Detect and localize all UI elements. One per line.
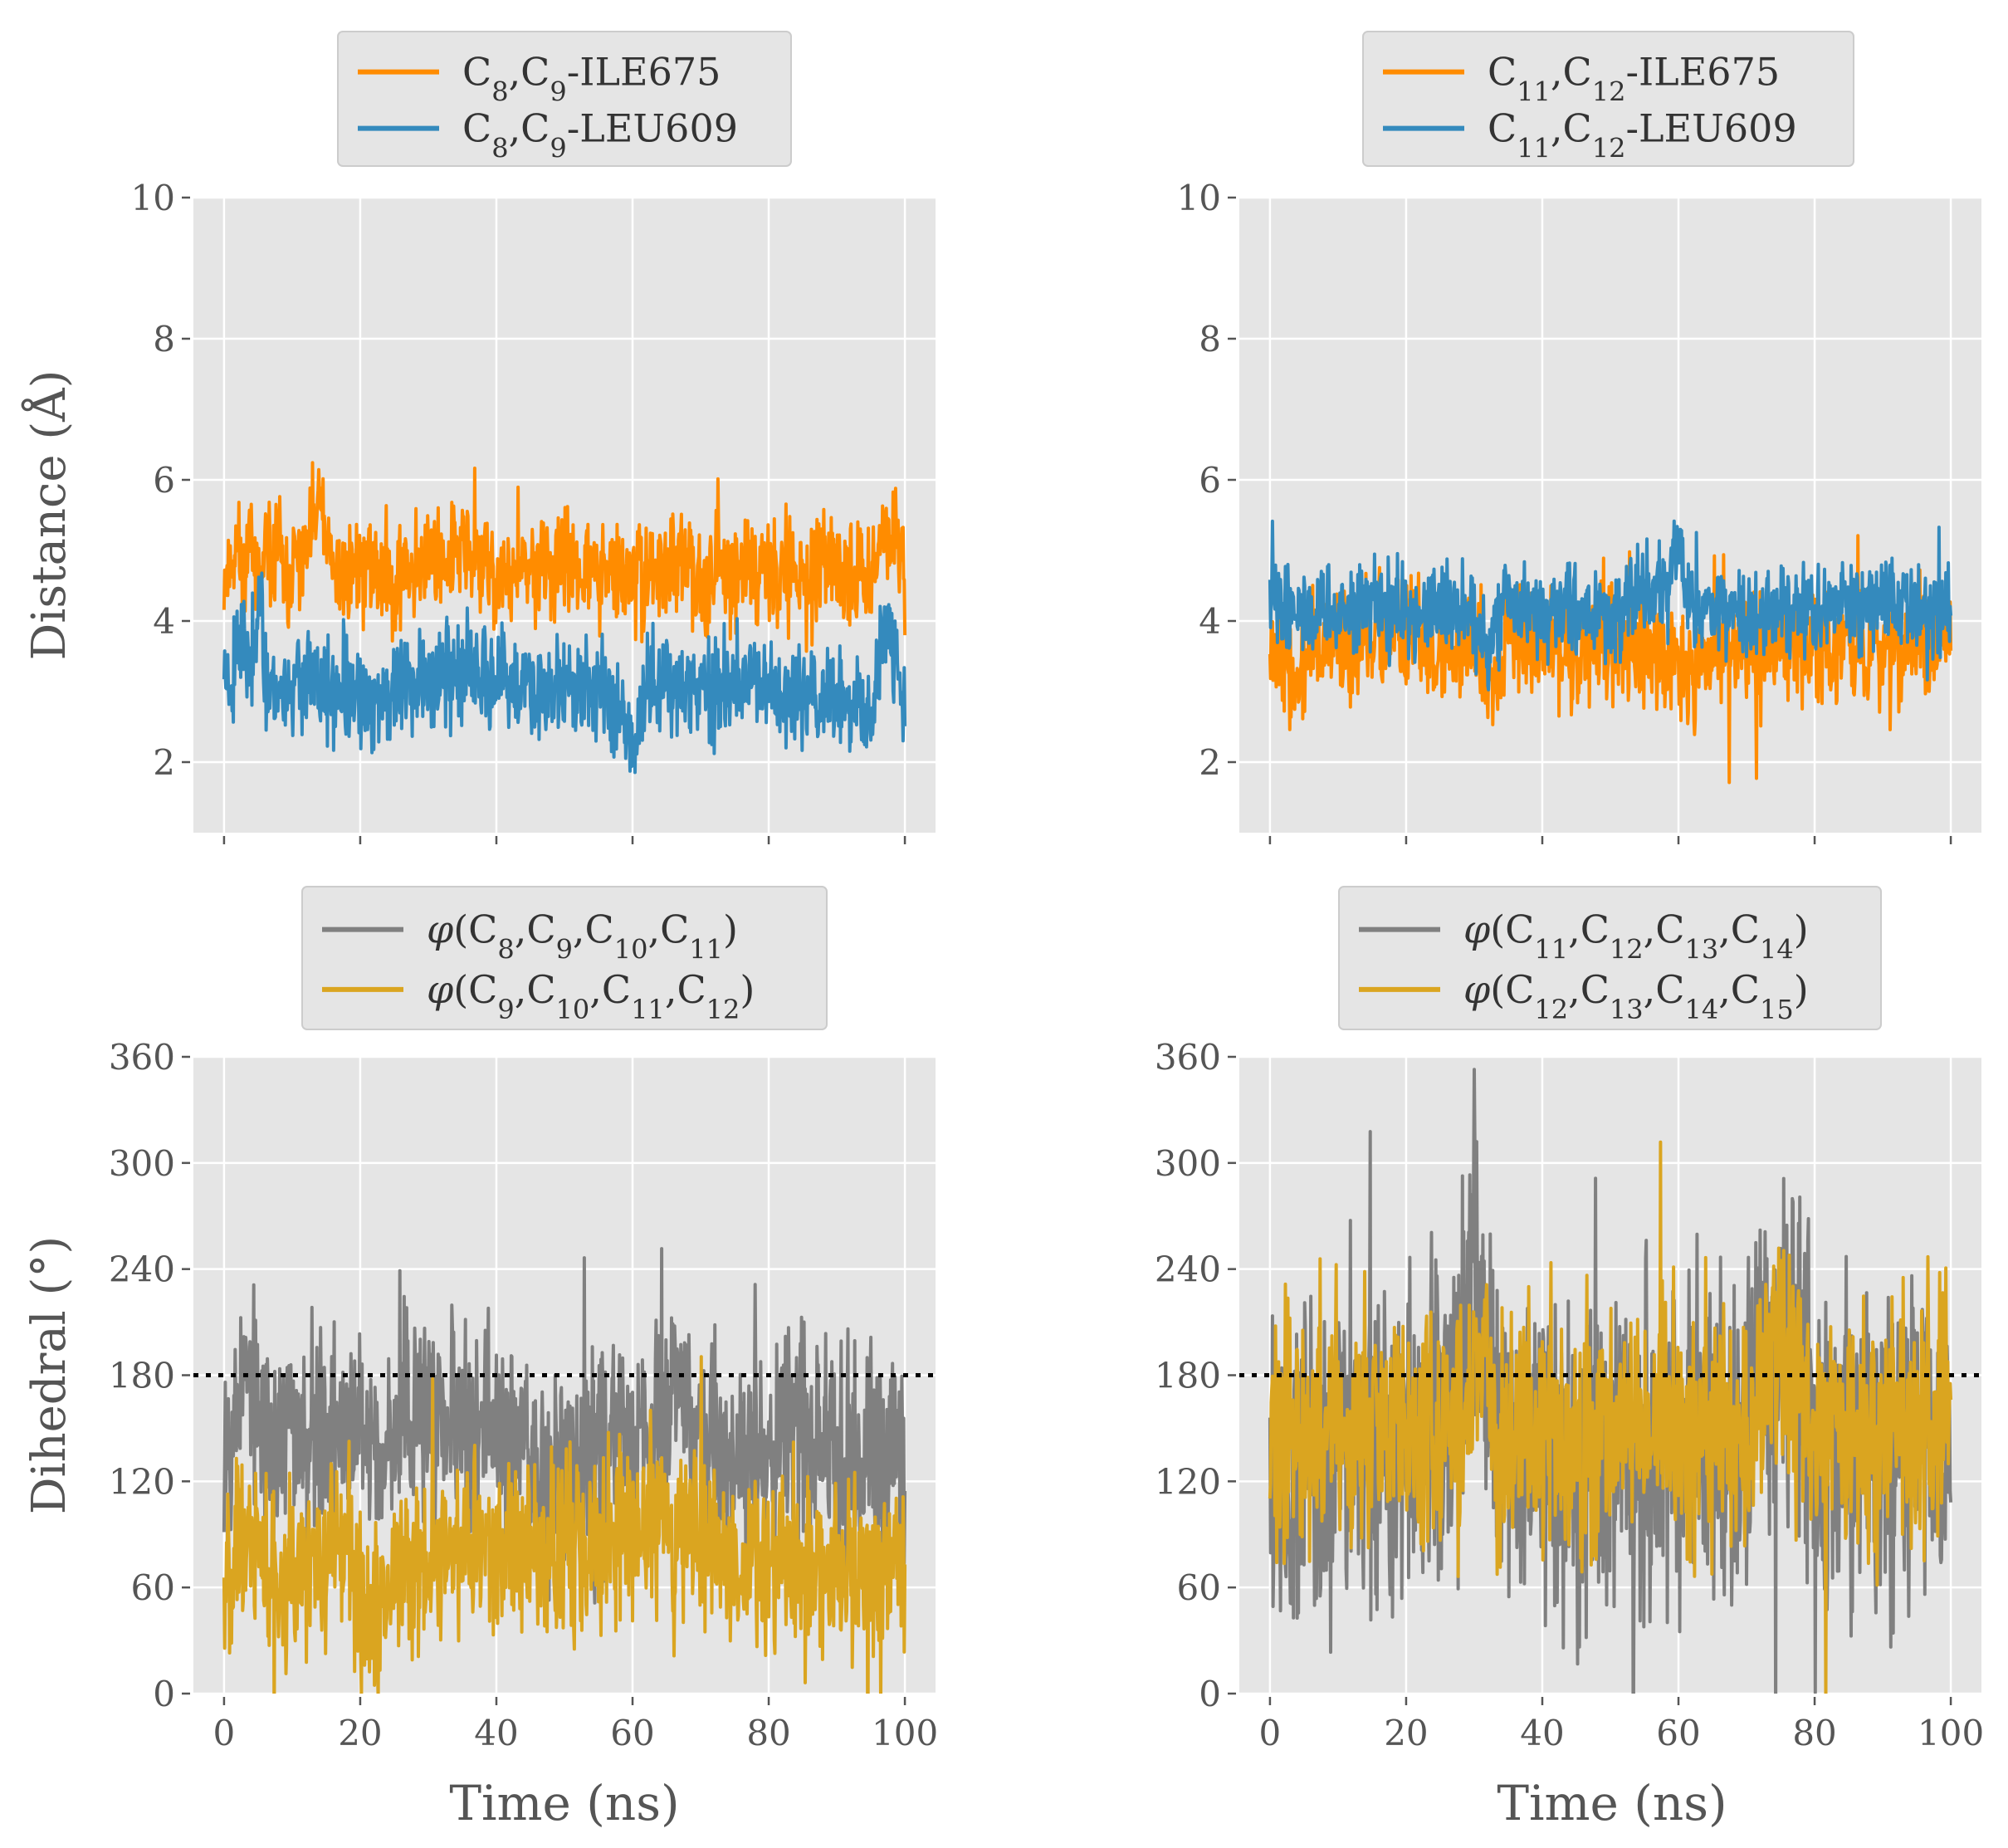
y-tick-label: 180 (1155, 1356, 1221, 1396)
legend-box (1338, 886, 1882, 1030)
y-tick-label: 240 (109, 1249, 175, 1290)
y-tick-label: 60 (131, 1567, 175, 1608)
legend-box (337, 31, 792, 167)
y-tick-label: 240 (1155, 1249, 1221, 1290)
y-tick-label: 120 (109, 1461, 175, 1502)
y-tick-label: 4 (153, 601, 175, 642)
legend-label: φ(C8,C9,C10,C11) (427, 907, 738, 966)
legend-label: C8,C9-LEU609 (462, 106, 738, 164)
y-axis-label: Distance (Å) (21, 370, 76, 661)
y-axis-label: Dihedral (°) (22, 1236, 76, 1514)
x-axis-label-right: Time (ns) (1497, 1775, 1727, 1831)
x-axis-label-left: Time (ns) (449, 1775, 679, 1831)
y-tick-label: 8 (1199, 319, 1221, 359)
x-tick-label: 40 (1520, 1713, 1564, 1753)
legend-label: C11,C12-LEU609 (1488, 106, 1797, 164)
y-tick-label: 0 (153, 1674, 175, 1714)
legend-box (1362, 31, 1854, 167)
panel-p4: 0 60 120 180 240 300 360 0 20 40 60 80 100 φ(C11,C12,… (1155, 886, 1984, 1753)
y-tick-label: 2 (1199, 742, 1221, 783)
x-tick-label: 100 (1918, 1713, 1984, 1753)
panel-p3: 0 60 120 180 240 300 360 0 20 40 60 80 100 Dihedral (… (22, 886, 938, 1753)
x-tick-label: 60 (610, 1713, 654, 1753)
y-tick-label: 300 (1155, 1143, 1221, 1184)
x-tick-label: 0 (213, 1713, 236, 1753)
series-line-p1-2 (222, 571, 907, 775)
y-tick-label: 8 (153, 319, 175, 359)
legend-p4: φ(C11,C12,C13,C14)φ(C12,C13,C14,C15) (1338, 886, 1882, 1030)
x-tick-label: 80 (1792, 1713, 1836, 1753)
x-tick-label: 0 (1259, 1713, 1282, 1753)
panel-p1: 2 4 6 8 10 Distance (Å) C8,C9-ILE675C8,C9-LEU6… (21, 31, 936, 844)
legend-label: φ(C9,C10,C11,C12) (427, 967, 755, 1025)
x-tick-label: 60 (1656, 1713, 1700, 1753)
x-tick-label: 40 (474, 1713, 518, 1753)
y-tick-label: 180 (109, 1356, 175, 1396)
y-tick-label: 4 (1199, 601, 1221, 642)
series-line-p2-2 (1268, 519, 1953, 692)
series-line-p3-2 (222, 1355, 907, 1694)
y-tick-label: 6 (153, 460, 175, 501)
y-tick-label: 360 (1155, 1037, 1221, 1078)
y-tick-label: 2 (153, 742, 175, 783)
y-tick-label: 300 (109, 1143, 175, 1184)
y-tick-label: 0 (1199, 1674, 1221, 1714)
y-tick-label: 60 (1177, 1567, 1221, 1608)
y-tick-label: 360 (109, 1037, 175, 1078)
y-tick-label: 6 (1199, 460, 1221, 501)
x-tick-label: 80 (746, 1713, 790, 1753)
legend-p3: φ(C8,C9,C10,C11)φ(C9,C10,C11,C12) (301, 886, 828, 1030)
series-line-p1-1 (222, 461, 907, 653)
legend-label: C11,C12-ILE675 (1488, 50, 1780, 108)
x-tick-label: 100 (872, 1713, 938, 1753)
series-line-p4-2 (1268, 1140, 1953, 1694)
legend-label: φ(C11,C12,C13,C14) (1463, 907, 1809, 966)
y-tick-label: 10 (1177, 178, 1221, 218)
x-tick-label: 20 (338, 1713, 382, 1753)
legend-label: C8,C9-ILE675 (462, 50, 721, 108)
y-tick-label: 120 (1155, 1461, 1221, 1502)
y-tick-label: 10 (131, 178, 175, 218)
legend-box (301, 886, 828, 1030)
plot-background (1239, 198, 1981, 833)
x-tick-label: 20 (1384, 1713, 1428, 1753)
legend-label: φ(C12,C13,C14,C15) (1463, 967, 1809, 1025)
